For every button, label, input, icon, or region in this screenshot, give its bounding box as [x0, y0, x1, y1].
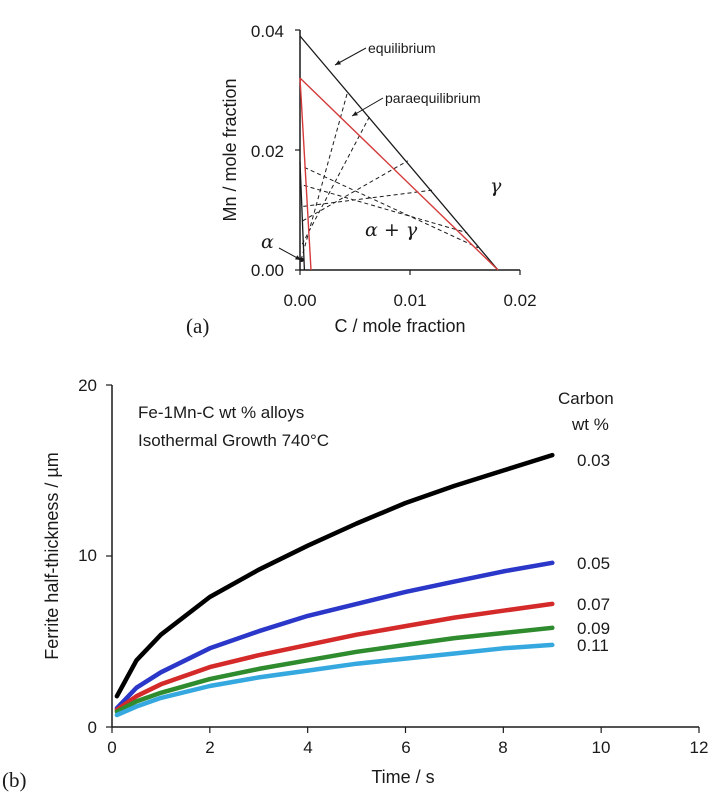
tie-line [304, 166, 479, 249]
b-x-tick-label: 10 [592, 738, 611, 757]
chart-title-line-2: Isothermal Growth 740°C [138, 431, 329, 450]
series-line-0.09 [114, 625, 555, 714]
b-x-tick-label: 8 [498, 738, 507, 757]
series-label: 0.09 [577, 619, 610, 638]
equilibrium-arrow [334, 47, 367, 66]
tie-line [301, 116, 370, 245]
equilibrium-line [299, 35, 499, 271]
b-y-tick-label: 0 [88, 718, 97, 737]
series-label: 0.05 [577, 554, 610, 573]
legend-title-line-2: wt % [571, 415, 609, 434]
b-x-tick-label: 4 [303, 738, 312, 757]
b-x-axis-label: Time / s [371, 767, 434, 787]
series-line-0.07 [114, 601, 555, 713]
b-x-tick-label: 2 [205, 738, 214, 757]
a-x-axis-label: C / mole fraction [334, 316, 465, 336]
paraequilibrium-line [299, 77, 499, 271]
panel-b: 20 10 0 0 2 4 6 8 10 12 Time / s Ferrite… [2, 376, 708, 792]
panel-a-label: (a) [186, 314, 209, 338]
b-x-tick-label: 0 [107, 738, 116, 757]
a-y-tick-label: 0.02 [251, 142, 284, 161]
a-plot-area [278, 29, 521, 275]
tie-line [302, 160, 409, 222]
b-y-tick-label: 20 [78, 376, 97, 395]
a-y-axis-label: Mn / mole fraction [220, 78, 240, 221]
a-x-tick-label: 0.02 [503, 291, 536, 310]
b-x-tick-label: 12 [690, 738, 709, 757]
chart-title-line-1: Fe-1Mn-C wt % alloys [138, 403, 304, 422]
tie-line [303, 189, 433, 207]
tie-line [303, 184, 468, 234]
b-x-tick-label: 6 [401, 738, 410, 757]
legend-title-line-1: Carbon [558, 389, 614, 408]
a-x-tick-label: 0.01 [393, 291, 426, 310]
alpha-label: α [261, 231, 274, 253]
paraequilibrium-arrow-head [352, 111, 358, 116]
equilibrium-line [299, 161, 306, 271]
b-y-tick-label: 10 [78, 546, 97, 565]
panel-b-label: (b) [2, 768, 27, 792]
gamma-label: γ [490, 175, 502, 197]
series-label: 0.07 [577, 595, 610, 614]
series-line-0.05 [114, 560, 555, 711]
equilibrium-annotation: equilibrium [368, 40, 436, 56]
paraequilibrium-annotation: paraequilibrium [385, 90, 481, 106]
b-plot-area: 0.03 0.05 0.07 0.090.11 [106, 384, 700, 733]
panel-a: 0.04 0.02 0.00 0.00 0.01 0.02 C / mole f… [186, 22, 537, 338]
series-label: 0.03 [577, 451, 610, 470]
a-y-tick-label: 0.00 [251, 261, 284, 280]
equilibrium-arrow-head [335, 60, 341, 65]
series-label: 0.11 [577, 636, 609, 655]
paraequilibrium-line [299, 77, 312, 271]
b-y-axis-label: Ferrite half-thickness / µm [42, 452, 62, 659]
a-x-tick-label: 0.00 [283, 291, 316, 310]
series-line-0.11 [114, 642, 555, 718]
alpha-point [299, 257, 304, 262]
series-line-0.03 [114, 452, 555, 699]
alpha-arrow-head [295, 255, 301, 260]
alpha-gamma-label: α + γ [365, 219, 418, 241]
paraequilibrium-arrow [351, 97, 384, 117]
a-y-tick-label: 0.04 [251, 22, 284, 41]
